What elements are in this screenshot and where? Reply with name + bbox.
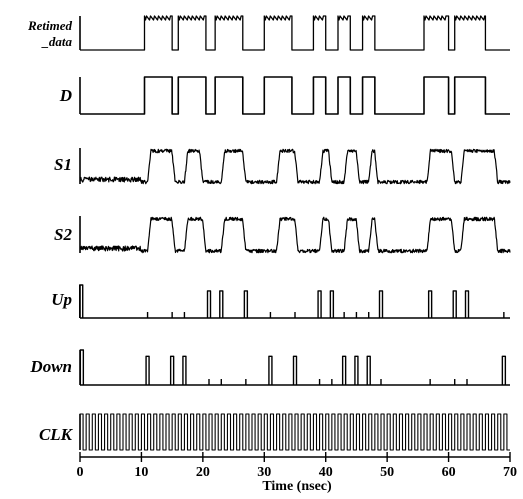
- pulse-5: [292, 355, 298, 385]
- pulse-2: [169, 355, 175, 385]
- pulse-9: [464, 290, 470, 318]
- pulse-1: [206, 290, 212, 318]
- pulse-5: [329, 290, 335, 318]
- x-tick-label: 30: [257, 465, 271, 480]
- time-axis: [79, 452, 511, 462]
- x-tick-label: 0: [77, 465, 84, 480]
- signal-label-down: Down: [29, 357, 72, 376]
- x-tick-label: 50: [380, 465, 394, 480]
- pulse-8: [452, 290, 457, 318]
- pulse-6: [378, 290, 384, 318]
- pulse-0: [79, 349, 85, 385]
- pulse-4: [317, 290, 322, 318]
- pulse-3: [243, 290, 249, 318]
- trace-down: [79, 349, 510, 386]
- pulse-3: [182, 355, 187, 385]
- signal-labels: Retimed _data D S1 S2 Up Down CLK: [27, 18, 74, 444]
- x-tick-label: 70: [503, 465, 517, 480]
- x-tick-label: 40: [319, 465, 333, 480]
- trace-clk: [79, 413, 510, 451]
- pulse-9: [501, 355, 507, 385]
- trace-s2: [79, 216, 511, 254]
- trace-up: [79, 284, 510, 319]
- trace-d: [79, 76, 510, 115]
- pulse-7: [427, 290, 433, 318]
- pulse-2: [219, 290, 224, 318]
- x-axis-title: Time (nsec): [262, 479, 332, 494]
- trace-line: [79, 216, 511, 254]
- signal-label-up: Up: [51, 290, 72, 309]
- signal-label-retimed-data: Retimed _data: [27, 18, 73, 49]
- pulse-7: [354, 355, 359, 385]
- pulse-4: [268, 355, 273, 385]
- pulse-6: [341, 355, 347, 385]
- trace-s1: [79, 148, 511, 185]
- x-tick-label: 20: [196, 465, 210, 480]
- pulse-0: [79, 284, 84, 318]
- signal-label-d: D: [59, 86, 72, 105]
- signal-traces: [79, 15, 511, 451]
- trace-line: [80, 76, 510, 115]
- trace-retimed-data: [79, 15, 510, 51]
- trace-line: [80, 15, 510, 51]
- x-tick-label: 60: [442, 465, 456, 480]
- signal-label-clk: CLK: [39, 425, 74, 444]
- signal-label-s2: S2: [54, 225, 72, 244]
- trace-line: [79, 148, 511, 185]
- trace-line: [79, 413, 510, 451]
- x-tick-label: 10: [134, 465, 148, 480]
- pulse-8: [366, 355, 371, 385]
- signal-label-s1: S1: [54, 155, 72, 174]
- pulse-1: [145, 355, 150, 385]
- x-tick-labels: 0 10 20 30 40 50 60 70: [77, 465, 518, 480]
